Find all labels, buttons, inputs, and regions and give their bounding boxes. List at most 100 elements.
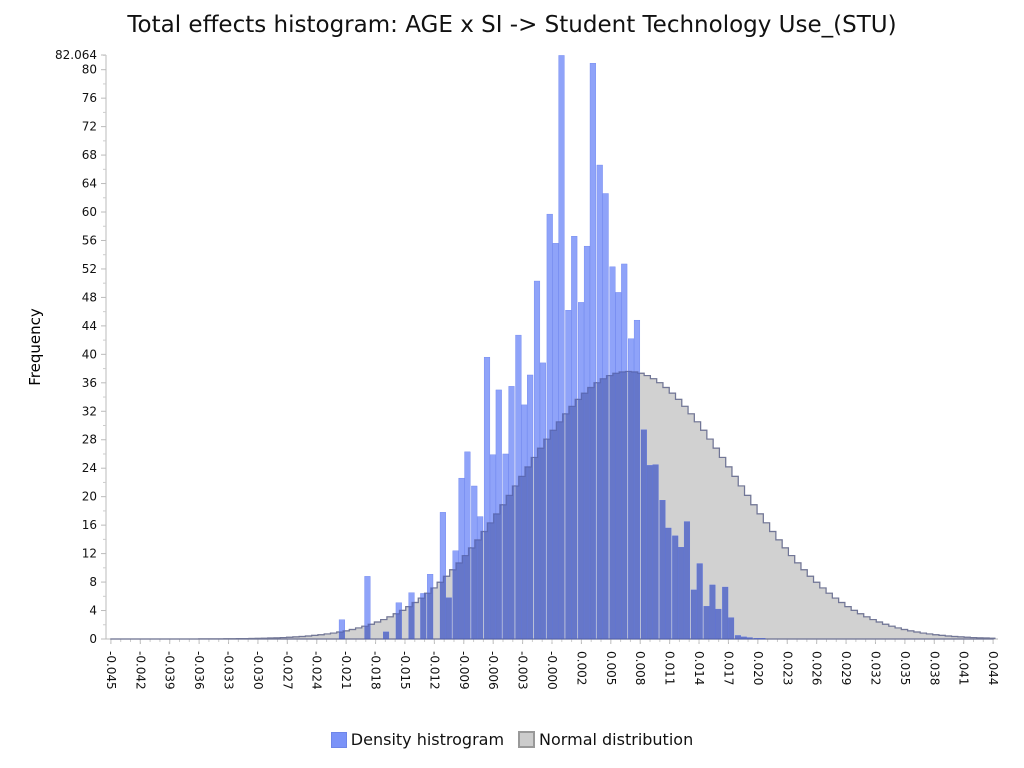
x-tick-label: -0.003 (516, 651, 530, 690)
histogram-bar-overlap (703, 606, 710, 639)
histogram-bar-overlap (696, 563, 703, 639)
histogram-bar-overlap (571, 371, 578, 639)
y-tick-label: 28 (82, 433, 97, 447)
histogram-bar-overlap (728, 617, 734, 639)
histogram-bar-overlap (740, 636, 747, 639)
y-tick-label: 24 (82, 461, 97, 475)
histogram-bar-overlap (490, 454, 496, 639)
histogram-bar-overlap (615, 371, 622, 639)
x-tick-label: 0.002 (574, 651, 588, 685)
x-tick-label: -0.015 (398, 651, 412, 690)
histogram-bar-overlap (565, 371, 572, 639)
histogram-bar-overlap (521, 404, 528, 639)
x-tick-label: 0.017 (721, 651, 735, 685)
histogram-bar-overlap (471, 485, 478, 639)
density-histogram-series (110, 55, 996, 640)
y-tick-label: 60 (82, 205, 97, 219)
y-tick-label: 16 (82, 518, 97, 532)
legend-swatch-normal (518, 731, 536, 748)
x-tick-label: -0.042 (133, 651, 147, 690)
y-tick-label: 80 (82, 63, 97, 77)
y-axis-label: Frequency (26, 308, 44, 386)
x-tick-label: 0.026 (810, 651, 824, 685)
legend: Density histrogram Normal distribution (0, 730, 1024, 749)
x-tick-label: 0.008 (633, 651, 647, 685)
histogram-bar-overlap (641, 429, 647, 639)
histogram-bar-overlap (477, 516, 483, 639)
x-tick-label: -0.039 (163, 651, 177, 690)
chart-title: Total effects histogram: AGE x SI -> Stu… (127, 12, 897, 38)
histogram-bar-overlap (722, 587, 729, 639)
x-tick-label: 0.014 (692, 651, 706, 685)
histogram-bar-overlap (495, 389, 502, 639)
legend-item-density[interactable]: Density histrogram (330, 730, 505, 749)
x-tick-label: 0.029 (839, 651, 853, 685)
histogram-bar-overlap (646, 465, 653, 639)
histogram-bar-overlap (578, 371, 584, 639)
histogram-bar-overlap (634, 371, 640, 639)
x-tick-label: 0.005 (604, 651, 618, 685)
histogram-bar-overlap (502, 453, 509, 639)
legend-label-normal: Normal distribution (539, 730, 694, 749)
legend-label-density: Density histrogram (350, 730, 505, 749)
histogram-bar-overlap (420, 593, 427, 639)
histogram-bar-overlap (408, 592, 415, 639)
x-tick-label: 0.032 (868, 651, 882, 685)
legend-item-normal[interactable]: Normal distribution (518, 730, 693, 749)
histogram-bar-overlap (628, 371, 634, 639)
x-tick-label: 0.023 (780, 651, 794, 685)
y-tick-label: 20 (82, 490, 97, 504)
x-tick-label: -0.018 (369, 651, 383, 690)
histogram-bar-overlap (584, 371, 590, 639)
histogram-bar-overlap (602, 371, 609, 639)
legend-swatch-density (330, 731, 347, 748)
y-tick-label: 72 (82, 120, 97, 134)
histogram-bar-overlap (383, 631, 389, 639)
histogram-bar-overlap (534, 371, 540, 639)
histogram-bar-overlap (527, 374, 533, 639)
histogram-bar-overlap (759, 638, 766, 639)
histogram-bar-overlap (621, 371, 628, 639)
histogram-bar-overlap (515, 371, 522, 639)
y-tick-label: 40 (82, 347, 97, 361)
x-axis: -0.045 -0.042 -0.039 -0.036 -0.033 -0.030 -0.0… (104, 638, 1000, 690)
x-tick-label: 0.044 (986, 651, 1000, 685)
x-tick-label: -0.009 (457, 651, 471, 690)
histogram-bar-overlap (540, 371, 546, 639)
histogram-bar-overlap (690, 589, 697, 639)
histogram-bar-overlap (452, 550, 459, 639)
y-tick-label: 8 (89, 575, 97, 589)
y-tick-label: 68 (82, 148, 97, 162)
histogram-bar-overlap (508, 386, 515, 639)
histogram-bar-overlap (684, 521, 690, 639)
histogram-bar-overlap (665, 527, 672, 639)
histogram-bar-overlap (753, 638, 760, 639)
y-tick-label: 64 (82, 177, 97, 191)
histogram-bar-overlap (672, 535, 679, 639)
y-tick-label: 52 (82, 262, 97, 276)
y-tick-label: 82.064 (55, 48, 97, 62)
y-axis: 0481216202428323640444852566064687276808… (55, 48, 107, 646)
x-tick-label: -0.045 (104, 651, 118, 690)
histogram-bar-overlap (590, 371, 596, 639)
histogram-bar-overlap (596, 371, 603, 639)
histogram-bar-overlap (395, 602, 402, 639)
x-tick-label: -0.012 (427, 651, 441, 690)
y-tick-label: 0 (89, 632, 97, 646)
histogram-bar-overlap (445, 597, 452, 639)
histogram-bar-overlap (715, 609, 722, 639)
x-tick-label: 0.041 (957, 651, 971, 685)
x-tick-label: -0.036 (192, 651, 206, 690)
x-tick-label: -0.030 (251, 651, 265, 690)
histogram-bar-overlap (746, 637, 753, 639)
histogram-bar-overlap (709, 584, 716, 639)
x-tick-label: 0.011 (663, 651, 677, 685)
histogram-bar-overlap (546, 371, 553, 639)
y-tick-label: 44 (82, 319, 97, 333)
y-tick-label: 76 (82, 91, 97, 105)
histogram-bar-overlap (735, 635, 741, 639)
x-tick-label: -0.027 (280, 651, 294, 690)
x-tick-label: -0.033 (222, 651, 236, 690)
y-tick-label: 36 (82, 376, 97, 390)
